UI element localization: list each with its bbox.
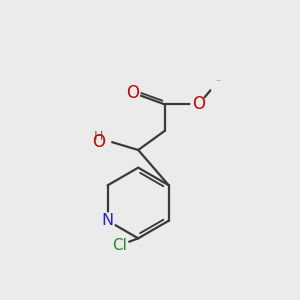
Text: O: O (126, 84, 139, 102)
Circle shape (110, 236, 128, 255)
Circle shape (100, 213, 115, 228)
Circle shape (86, 127, 111, 152)
Text: O: O (192, 95, 205, 113)
Text: methyl: methyl (217, 80, 222, 81)
Text: H: H (94, 130, 103, 143)
Circle shape (191, 97, 206, 112)
Text: Cl: Cl (112, 238, 127, 253)
Text: N: N (102, 213, 114, 228)
Text: O: O (92, 133, 105, 151)
Circle shape (125, 85, 140, 100)
Circle shape (210, 76, 228, 94)
